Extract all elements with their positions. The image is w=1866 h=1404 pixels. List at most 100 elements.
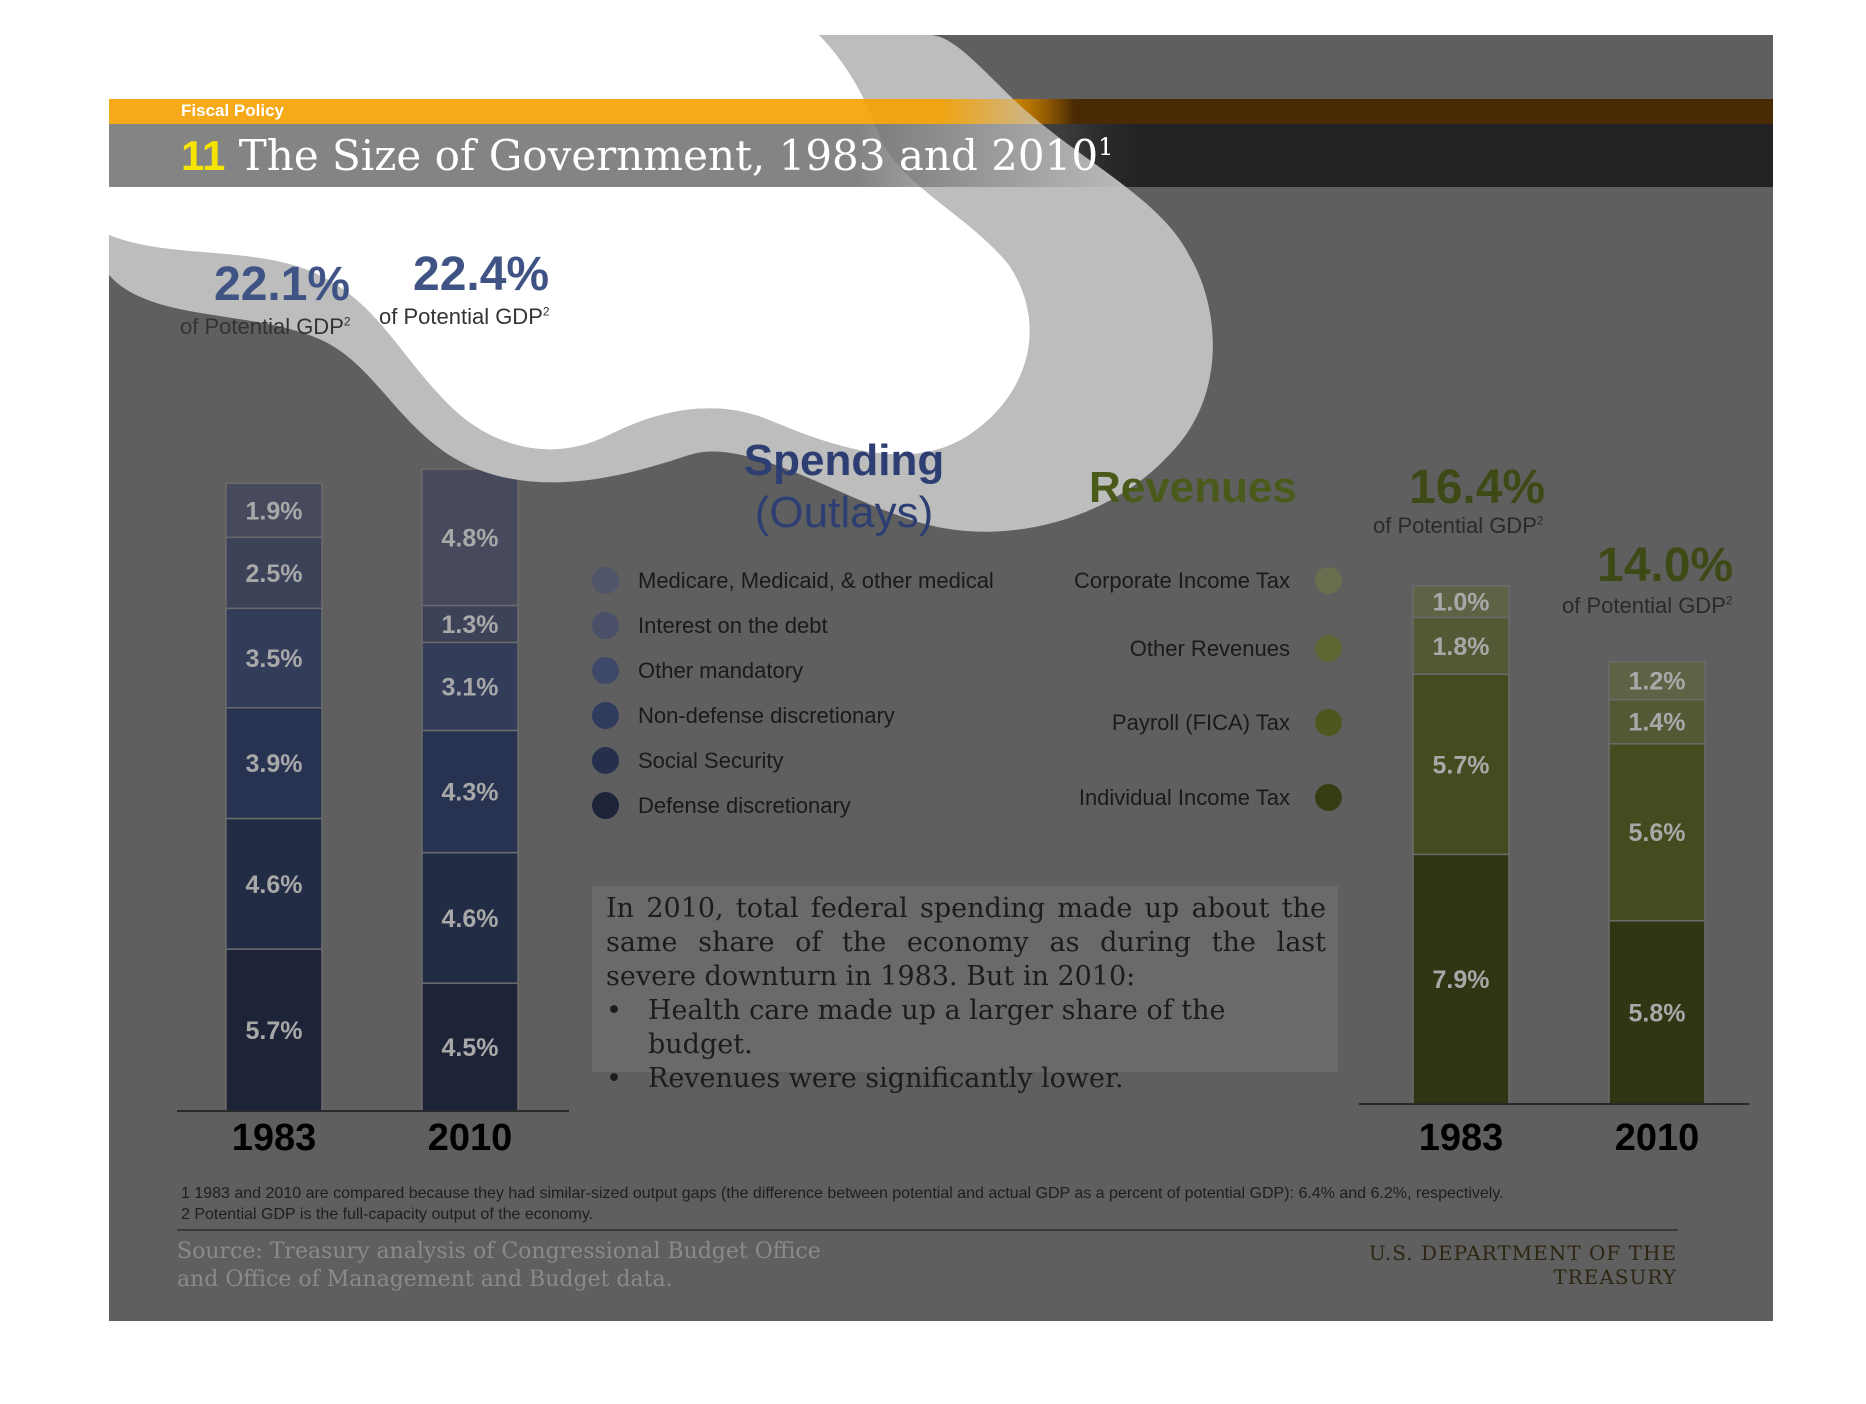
- revenues-1983-total-label: of Potential GDP2: [1373, 513, 1544, 538]
- bar-segment-label: 1.3%: [442, 611, 499, 639]
- bar-segment-label: 1.9%: [246, 497, 303, 525]
- revenues-legend-item: Individual Income Tax: [1079, 784, 1342, 811]
- legend-swatch: [1315, 567, 1342, 594]
- note-bullet: Revenues were significantly lower.: [606, 1062, 1326, 1096]
- revenues-2010-total: 14.0%: [1597, 539, 1734, 592]
- legend-label: Social Security: [638, 747, 784, 773]
- spending-chart: 5.7% 4.6% 3.9% 3.5% 2.5% 1.9% 1983 4.5% 4.6% 4.3%…: [225, 468, 519, 1159]
- page-title-front: 11 The Size of Government, 1983 and 2010…: [181, 131, 1113, 180]
- bar-segment: [421, 604, 519, 644]
- bar-segment: [421, 468, 519, 607]
- bar-segment-label: 3.1%: [442, 673, 499, 701]
- bar-segment-label: 4.6%: [246, 871, 303, 899]
- bar-segment-label: 3.5%: [246, 645, 303, 673]
- legend-label: Interest on the debt: [638, 612, 828, 638]
- bar-segment: [421, 641, 519, 732]
- bar-segment: [1608, 660, 1706, 701]
- bar-segment: [421, 851, 519, 984]
- spending-2010-total-label: of Potential GDP2: [379, 304, 550, 329]
- revenues-legend-item: Other Revenues: [1130, 635, 1342, 662]
- revenues-legend-item: Corporate Income Tax: [1074, 567, 1342, 594]
- footer-divider: [177, 1229, 1678, 1231]
- bar-segment-label: 1.8%: [1433, 633, 1490, 661]
- spending-title-line1: Spending: [743, 436, 945, 485]
- spending-legend-item: Non-defense discretionary: [592, 702, 895, 729]
- legend-label: Individual Income Tax: [1078, 784, 1290, 810]
- bar-segment: [225, 706, 323, 820]
- bar-segment-label: 4.8%: [442, 524, 499, 552]
- bar-segment-label: 1.0%: [1433, 589, 1490, 617]
- spending-title-line2: (Outlays): [754, 488, 934, 537]
- spending-1983-total: 22.1%: [214, 258, 351, 311]
- bar-segment-label: 7.9%: [1433, 966, 1490, 994]
- slide-number-front: 11: [181, 132, 226, 179]
- year-label: 1983: [232, 1117, 317, 1159]
- spending-title: Spending (Outlays): [669, 435, 1019, 539]
- department-name: U.S. DEPARTMENT OF THE TREASURY: [1368, 1241, 1677, 1289]
- source-line-1: Source: Treasury analysis of Congression…: [177, 1239, 821, 1264]
- revenues-legend-item: Payroll (FICA) Tax: [1112, 709, 1342, 736]
- legend-swatch: [1315, 635, 1342, 662]
- footnotes: 1 1983 and 2010 are compared because the…: [181, 1183, 1504, 1225]
- year-label: 2010: [428, 1117, 513, 1159]
- legend-swatch: [592, 702, 619, 729]
- bar-segment-label: 5.7%: [246, 1017, 303, 1045]
- revenues-1983-total: 16.4%: [1409, 461, 1546, 514]
- bar-segment: [421, 982, 519, 1112]
- legend-swatch: [592, 612, 619, 639]
- bar-segment-label: 5.7%: [1433, 751, 1490, 779]
- legend-label: Medicare, Medicaid, & other medical: [638, 567, 994, 593]
- bar-segment-label: 2.5%: [246, 560, 303, 588]
- spending-legend-item: Interest on the debt: [592, 612, 828, 639]
- legend-swatch: [1315, 784, 1342, 811]
- spending-legend-item: Other mandatory: [592, 657, 803, 684]
- legend-swatch: [592, 747, 619, 774]
- charts-canvas: 5.7% 4.6% 3.9% 3.5% 2.5% 1.9% 1983 4.5% 4.6% 4.3%…: [109, 35, 1749, 1159]
- legend-label: Non-defense discretionary: [638, 702, 895, 728]
- spending-2010-total: 22.4%: [413, 248, 550, 301]
- note-bullet: Health care made up a larger share of th…: [606, 994, 1326, 1062]
- bar-segment: [1608, 919, 1706, 1105]
- bar-segment-label: 4.6%: [442, 905, 499, 933]
- bar-segment: [1608, 743, 1706, 922]
- bar-segment: [225, 817, 323, 950]
- year-label: 2010: [1615, 1117, 1700, 1159]
- bar-segment: [1412, 616, 1510, 675]
- bar-segment: [1608, 698, 1706, 745]
- spending-legend-item: Social Security: [592, 747, 784, 774]
- note-bullets: Health care made up a larger share of th…: [606, 994, 1326, 1096]
- footnote-1: 1 1983 and 2010 are compared because the…: [181, 1185, 1504, 1202]
- bar-segment-label: 5.8%: [1629, 999, 1686, 1027]
- bar-segment: [225, 607, 323, 709]
- revenues-chart: 7.9% 5.7% 1.8% 1.0% 1983 5.8% 5.6% 1.4% 1.2% 2010: [1412, 585, 1706, 1159]
- legend-swatch: [592, 792, 619, 819]
- source-line-2: and Office of Management and Budget data…: [177, 1267, 673, 1292]
- note-text: In 2010, total federal spending made up …: [606, 892, 1326, 1096]
- revenues-2010-total-label: of Potential GDP2: [1562, 593, 1733, 618]
- legend-swatch: [1315, 709, 1342, 736]
- legend-label: Corporate Income Tax: [1073, 567, 1290, 593]
- source-note: Source: Treasury analysis of Congression…: [177, 1238, 821, 1294]
- bar-segment-label: 4.3%: [442, 779, 499, 807]
- bar-segment: [225, 482, 323, 539]
- bar-segment: [1412, 673, 1510, 856]
- topic-label-front: Fiscal Policy: [181, 101, 284, 120]
- legend-label: Other Revenues: [1129, 635, 1290, 661]
- title-band-overlay: [109, 124, 1773, 187]
- spending-1983-total-label: of Potential GDP2: [180, 314, 351, 339]
- legend-label: Payroll (FICA) Tax: [1111, 709, 1290, 735]
- footnote-2: 2 Potential GDP is the full-capacity out…: [181, 1206, 594, 1223]
- slide: Fiscal Policy 11 The Size of Government,…: [109, 35, 1773, 1321]
- bar-segment: [1412, 585, 1510, 619]
- title-text-front: The Size of Government, 1983 and 2010: [238, 131, 1099, 180]
- year-label: 1983: [1419, 1117, 1504, 1159]
- note-paragraph: In 2010, total federal spending made up …: [606, 893, 1326, 992]
- bar-segment: [421, 729, 519, 854]
- legend-swatch: [592, 657, 619, 684]
- legend-swatch: [592, 567, 619, 594]
- legend-label: Other mandatory: [638, 657, 804, 683]
- bar-segment-label: 1.4%: [1629, 709, 1686, 737]
- revenues-title: Revenues: [1089, 463, 1297, 512]
- bar-segment-label: 4.5%: [442, 1034, 499, 1062]
- bar-segment-label: 3.9%: [246, 750, 303, 778]
